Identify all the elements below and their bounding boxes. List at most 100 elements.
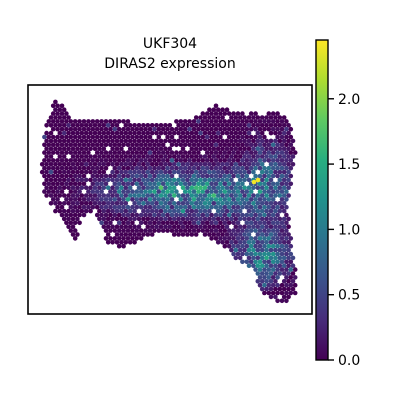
spot — [136, 193, 142, 198]
spot — [130, 189, 135, 194]
spot — [152, 181, 157, 187]
spot — [176, 232, 181, 237]
spot — [270, 212, 276, 218]
spot — [123, 208, 129, 214]
spot — [68, 119, 74, 124]
spot — [90, 165, 96, 171]
spot — [163, 208, 168, 214]
spot — [145, 208, 151, 214]
spot — [154, 154, 159, 159]
spot — [119, 224, 124, 229]
spot — [123, 216, 129, 222]
spot — [171, 224, 177, 229]
spot — [50, 173, 56, 179]
spot — [174, 189, 179, 194]
spot — [284, 290, 289, 296]
spot — [233, 216, 239, 222]
spot — [185, 177, 190, 183]
spot — [167, 146, 173, 151]
spot — [268, 208, 274, 214]
spot — [182, 142, 188, 148]
spot — [94, 165, 100, 171]
spot — [44, 123, 49, 128]
spot — [108, 126, 113, 132]
spot — [123, 169, 129, 175]
spot — [70, 216, 76, 222]
spot — [92, 162, 98, 167]
spot — [83, 201, 89, 206]
spot — [255, 123, 261, 128]
spot — [231, 228, 236, 233]
spot — [273, 232, 278, 237]
spot — [121, 181, 126, 187]
spot — [64, 220, 69, 226]
spot — [70, 177, 76, 183]
spot — [196, 150, 201, 155]
spot — [77, 165, 82, 171]
spot — [279, 142, 285, 148]
spot — [61, 185, 67, 190]
spot — [182, 181, 188, 187]
spot — [81, 126, 87, 132]
spot — [147, 204, 153, 210]
spot — [174, 220, 179, 226]
spot — [284, 119, 289, 124]
spot — [61, 146, 67, 151]
spot — [165, 173, 170, 179]
spot — [101, 162, 107, 167]
colorbar-frame — [315, 39, 329, 361]
spot — [50, 165, 56, 171]
spot — [279, 220, 285, 226]
spot — [121, 150, 126, 155]
spot — [288, 275, 294, 280]
spot — [134, 204, 140, 210]
spot — [253, 150, 258, 155]
spot — [116, 236, 122, 241]
spot — [231, 212, 236, 218]
spot — [222, 158, 228, 163]
spot — [233, 240, 239, 245]
spot — [286, 240, 291, 245]
spot — [160, 228, 166, 233]
spot — [154, 169, 159, 175]
spot — [251, 193, 256, 198]
spot — [196, 119, 201, 124]
spot — [99, 220, 104, 226]
spot — [235, 142, 241, 148]
spot — [281, 162, 287, 167]
spot — [273, 224, 278, 229]
spot — [176, 208, 181, 214]
spot — [235, 119, 241, 124]
spot — [79, 162, 85, 167]
spot — [270, 126, 276, 132]
spot — [101, 123, 107, 128]
spot — [116, 181, 122, 187]
spot — [88, 138, 93, 144]
spot — [97, 208, 102, 214]
spot — [244, 134, 250, 140]
spot — [284, 189, 289, 194]
spot — [116, 150, 122, 155]
spot — [130, 181, 135, 187]
spot — [264, 271, 269, 276]
spot — [138, 236, 144, 241]
spot — [244, 165, 250, 171]
spot — [231, 173, 236, 179]
spot — [94, 134, 100, 140]
spot — [266, 282, 272, 288]
spot — [48, 146, 54, 151]
spot — [147, 158, 153, 163]
spot — [94, 204, 100, 210]
spot — [237, 177, 243, 183]
spot — [288, 142, 294, 148]
spot — [259, 224, 265, 229]
spot — [136, 130, 142, 136]
spot — [281, 224, 287, 229]
spot — [174, 158, 179, 163]
spot — [240, 119, 245, 124]
spot — [235, 189, 241, 194]
spot — [246, 185, 252, 190]
spot — [288, 290, 294, 296]
spot — [105, 201, 111, 206]
spot — [235, 251, 241, 257]
